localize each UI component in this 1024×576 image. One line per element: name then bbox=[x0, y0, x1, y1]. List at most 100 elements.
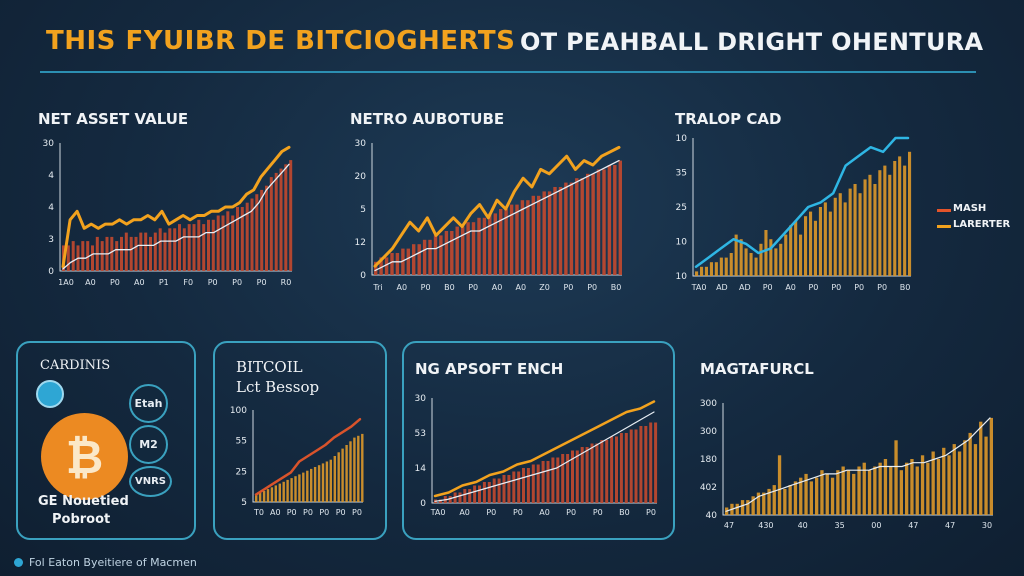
bar bbox=[265, 185, 268, 271]
bar bbox=[809, 211, 813, 276]
bar bbox=[853, 184, 857, 276]
bar bbox=[537, 195, 541, 275]
bar bbox=[695, 271, 699, 276]
bar bbox=[86, 241, 90, 271]
axis-lines bbox=[692, 138, 911, 277]
bar bbox=[843, 202, 847, 276]
bar bbox=[274, 485, 277, 502]
bar bbox=[613, 165, 617, 275]
chart-bitcoil: 5 25 55 100 T0 A0 P0 P0 P0 P0 P0 bbox=[230, 406, 364, 517]
bar bbox=[828, 211, 832, 276]
y-tick-label: 5 bbox=[360, 205, 366, 215]
bar bbox=[788, 485, 792, 515]
x-tick-label: Z0 bbox=[539, 283, 550, 292]
bar bbox=[417, 244, 421, 275]
bar bbox=[406, 248, 410, 275]
x-tick-label: A0 bbox=[134, 278, 145, 287]
bar bbox=[395, 253, 400, 275]
bar bbox=[704, 266, 708, 276]
bar bbox=[310, 468, 313, 502]
bar bbox=[600, 440, 604, 503]
x-tick-label: P0 bbox=[336, 508, 346, 517]
title-divider bbox=[40, 71, 976, 73]
bar bbox=[473, 485, 477, 503]
x-tick-label: F0 bbox=[183, 278, 193, 287]
x-tick-label: AD bbox=[716, 283, 728, 292]
bar bbox=[910, 459, 914, 515]
bar bbox=[615, 436, 618, 503]
bar bbox=[266, 489, 270, 502]
bar bbox=[644, 426, 648, 503]
card-cardinis[interactable] bbox=[16, 341, 196, 540]
bar bbox=[920, 455, 925, 515]
bar bbox=[502, 475, 506, 503]
bar bbox=[575, 450, 579, 503]
bar bbox=[629, 429, 633, 503]
bar bbox=[207, 219, 210, 271]
bar bbox=[438, 499, 442, 503]
y-tick-label: 14 bbox=[415, 464, 427, 474]
bar bbox=[618, 160, 622, 275]
bar bbox=[585, 447, 589, 503]
badge-etah[interactable]: Etah bbox=[129, 384, 168, 423]
bar bbox=[321, 463, 325, 502]
bar bbox=[337, 452, 340, 502]
bar bbox=[551, 457, 555, 503]
bar bbox=[867, 470, 872, 515]
y-tick-label: 0 bbox=[420, 499, 426, 509]
x-tick-label: P0 bbox=[319, 508, 329, 517]
bar bbox=[735, 503, 739, 515]
bar bbox=[825, 473, 829, 515]
card-bitcoil[interactable] bbox=[213, 341, 387, 540]
bar bbox=[144, 232, 148, 271]
y-tick-label: 0 bbox=[360, 271, 366, 281]
bar bbox=[830, 477, 835, 515]
bar bbox=[799, 234, 803, 276]
bar bbox=[433, 235, 438, 275]
chart-legend: MASH LARERTER bbox=[935, 203, 1015, 239]
y-tick-label: 300 bbox=[700, 399, 717, 409]
x-tick-label: A0 bbox=[85, 278, 96, 287]
bar bbox=[899, 470, 903, 515]
badge-m2[interactable]: M2 bbox=[129, 425, 168, 464]
x-tick-label: A0 bbox=[516, 283, 527, 292]
bar bbox=[269, 177, 273, 271]
x-tick-label: P0 bbox=[587, 283, 597, 292]
bar bbox=[908, 151, 912, 276]
bar bbox=[558, 187, 563, 275]
bar bbox=[255, 494, 258, 502]
bar bbox=[463, 489, 467, 503]
x-tick-label: A0 bbox=[492, 283, 503, 292]
bar bbox=[883, 165, 887, 276]
chart-title-bitcoil: BITCOIL bbox=[236, 358, 303, 376]
bar bbox=[286, 479, 289, 502]
bar bbox=[149, 236, 152, 271]
x-tick-label: 430 bbox=[758, 521, 773, 530]
x-tick-label: B0 bbox=[444, 283, 455, 292]
bar bbox=[989, 417, 993, 515]
bar bbox=[374, 261, 378, 275]
bar bbox=[586, 173, 590, 275]
bar bbox=[846, 470, 851, 515]
bar bbox=[492, 478, 496, 503]
bar bbox=[759, 243, 763, 276]
chart-title-magta: MAGTAFURCL bbox=[700, 360, 814, 378]
y-tick-label: 20 bbox=[355, 172, 367, 182]
card-apsoft[interactable] bbox=[402, 341, 675, 540]
y-tick-label: 25 bbox=[676, 203, 687, 213]
bar bbox=[313, 467, 317, 502]
bar bbox=[553, 187, 557, 275]
bar bbox=[774, 248, 778, 276]
bar bbox=[873, 184, 877, 276]
series-line-orange bbox=[61, 145, 291, 269]
bar bbox=[515, 204, 519, 275]
x-tick-label: P0 bbox=[763, 283, 773, 292]
bar bbox=[777, 455, 782, 515]
bar bbox=[926, 462, 930, 515]
bar bbox=[823, 202, 827, 276]
badge-vnrs[interactable]: VNRS bbox=[129, 466, 172, 497]
bar bbox=[91, 245, 94, 271]
bar bbox=[634, 429, 638, 503]
bar bbox=[497, 478, 501, 503]
bar bbox=[245, 202, 249, 271]
